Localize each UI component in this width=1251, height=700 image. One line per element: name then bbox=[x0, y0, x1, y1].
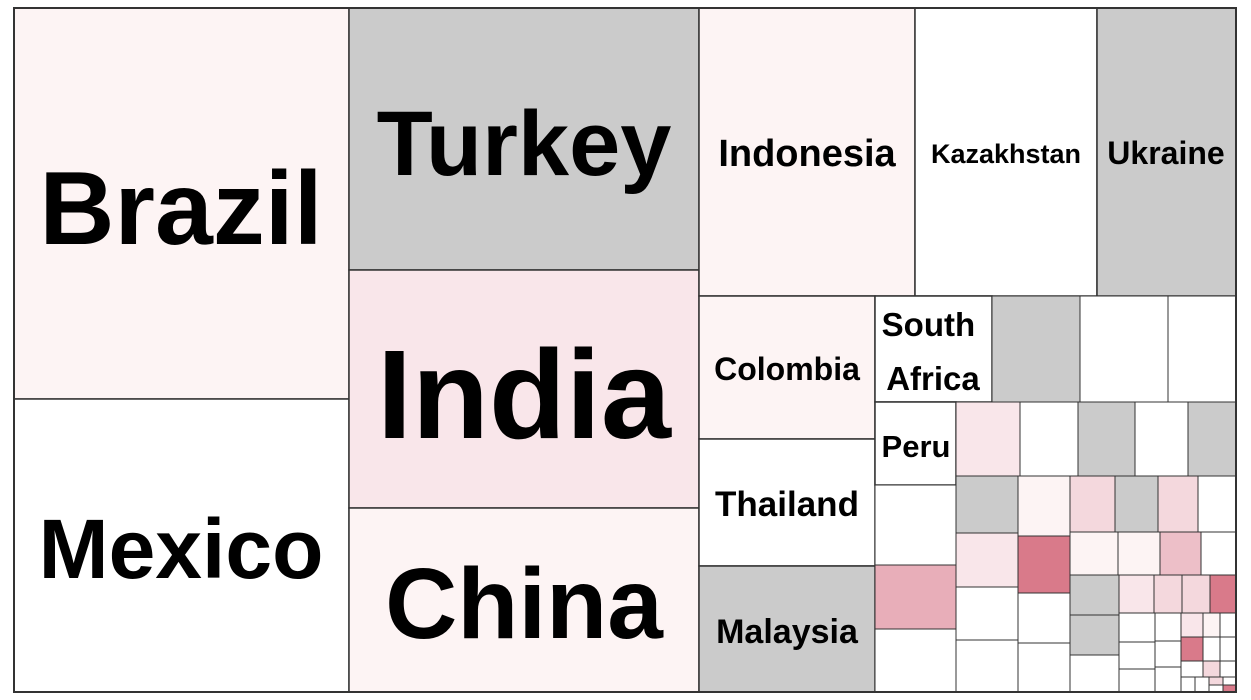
treemap-cell-mexico: Mexico bbox=[13, 398, 350, 693]
label-south-africa-line1: South bbox=[882, 306, 975, 343]
treemap-cell-kazakhstan: Kazakhstan bbox=[914, 7, 1098, 297]
treemap-small-cell bbox=[1167, 295, 1237, 403]
treemap-small-cell bbox=[1153, 574, 1183, 614]
treemap-small-cell bbox=[1017, 475, 1071, 537]
cell-china bbox=[348, 507, 700, 693]
treemap-small-cell bbox=[874, 484, 957, 566]
treemap-small-cell bbox=[1077, 401, 1136, 477]
label-china: China bbox=[385, 548, 664, 660]
treemap-small-cell bbox=[1180, 676, 1196, 693]
treemap-small-cell bbox=[1157, 475, 1199, 533]
label-kazakhstan: Kazakhstan bbox=[931, 139, 1081, 169]
label-brazil: Brazil bbox=[39, 151, 322, 267]
cell-mexico bbox=[13, 398, 350, 693]
treemap-cell-brazil: Brazil bbox=[13, 7, 350, 400]
treemap-small-cell bbox=[1017, 592, 1071, 644]
treemap-small-cell bbox=[1222, 676, 1237, 686]
treemap-small-cell bbox=[1194, 676, 1210, 693]
treemap-cell-ukraine: Ukraine bbox=[1096, 7, 1237, 297]
treemap-small-cell bbox=[991, 295, 1081, 403]
treemap-cell-peru: Peru bbox=[874, 401, 957, 486]
treemap-small-cell bbox=[955, 401, 1021, 477]
treemap-small-cell bbox=[1181, 574, 1211, 614]
label-south-africa-line2: Africa bbox=[886, 360, 980, 397]
treemap-cell-malaysia: Malaysia bbox=[698, 565, 876, 693]
treemap-small-cell bbox=[955, 586, 1019, 641]
treemap-small-cells bbox=[874, 295, 1237, 693]
label-colombia: Colombia bbox=[714, 351, 860, 387]
label-turkey: Turkey bbox=[377, 93, 672, 195]
cell-ukraine bbox=[1096, 7, 1237, 297]
treemap-small-cell bbox=[1069, 654, 1120, 693]
treemap-cell-colombia: Colombia bbox=[698, 295, 876, 440]
label-mexico: Mexico bbox=[39, 502, 324, 596]
cell-kazakhstan bbox=[914, 7, 1098, 297]
label-ukraine: Ukraine bbox=[1107, 135, 1224, 171]
cell-thailand bbox=[698, 438, 876, 567]
treemap-small-cell bbox=[1219, 612, 1237, 638]
label-indonesia: Indonesia bbox=[718, 133, 896, 175]
treemap-small-cell bbox=[1017, 642, 1071, 693]
treemap-small-cell bbox=[1180, 660, 1204, 678]
treemap-border bbox=[13, 7, 1237, 693]
treemap-small-cell bbox=[1118, 668, 1156, 693]
label-peru: Peru bbox=[882, 429, 951, 464]
treemap-small-cell bbox=[874, 628, 957, 693]
treemap-small-cell bbox=[1219, 660, 1237, 678]
treemap-small-cell bbox=[1208, 676, 1224, 686]
treemap-small-cell bbox=[1069, 574, 1120, 616]
treemap-small-cell bbox=[1200, 531, 1237, 576]
treemap-cell-china: China bbox=[348, 507, 700, 693]
treemap-small-cell bbox=[1017, 535, 1071, 594]
treemap-small-cell bbox=[1187, 401, 1237, 477]
cell-brazil bbox=[13, 7, 350, 400]
treemap-small-cell bbox=[1180, 636, 1204, 662]
treemap-small-cell bbox=[1069, 614, 1120, 656]
cell-india bbox=[348, 269, 700, 509]
treemap-small-cell bbox=[874, 564, 957, 630]
treemap-small-cell bbox=[955, 639, 1019, 693]
treemap-small-cell bbox=[1222, 684, 1237, 693]
treemap-small-cell bbox=[1209, 574, 1237, 614]
cell-indonesia bbox=[698, 7, 916, 297]
treemap-cell-india: India bbox=[348, 269, 700, 509]
treemap-small-cell bbox=[1118, 612, 1156, 643]
treemap-small-cell bbox=[1117, 531, 1161, 576]
treemap-small-cell bbox=[1069, 531, 1119, 576]
treemap-small-cell bbox=[1180, 612, 1204, 638]
label-malaysia: Malaysia bbox=[716, 613, 859, 651]
treemap-small-cell bbox=[1019, 401, 1079, 477]
treemap-small-cell bbox=[1154, 640, 1182, 668]
treemap-small-cell bbox=[1079, 295, 1169, 403]
treemap-small-cell bbox=[1118, 641, 1156, 670]
label-india: India bbox=[377, 324, 672, 465]
treemap-small-cell bbox=[1202, 636, 1221, 662]
treemap-small-cell bbox=[1069, 475, 1116, 533]
treemap-small-cell bbox=[1114, 475, 1159, 533]
treemap-cell-indonesia: Indonesia bbox=[698, 7, 916, 297]
treemap-small-cell bbox=[1208, 684, 1224, 693]
cell-peru bbox=[874, 401, 957, 486]
treemap-small-cell bbox=[1202, 612, 1221, 638]
treemap-small-cell bbox=[955, 532, 1019, 588]
label-south-africa: South Africa bbox=[882, 306, 985, 397]
treemap-cell-thailand: Thailand bbox=[698, 438, 876, 567]
treemap-small-cell bbox=[1118, 574, 1155, 614]
label-thailand: Thailand bbox=[715, 485, 859, 524]
treemap-small-cell bbox=[955, 475, 1019, 534]
treemap-cell-south-africa: South Africa bbox=[874, 295, 993, 403]
treemap-small-cell bbox=[1154, 612, 1182, 642]
treemap-small-cell bbox=[1134, 401, 1189, 477]
treemap-small-cell bbox=[1154, 666, 1182, 693]
treemap-small-cell bbox=[1159, 531, 1202, 576]
treemap-small-cell bbox=[1202, 660, 1221, 678]
treemap-small-cell bbox=[1219, 636, 1237, 662]
treemap-cell-turkey: Turkey bbox=[348, 7, 700, 271]
treemap-small-cell bbox=[1197, 475, 1237, 533]
cell-south-africa bbox=[874, 295, 993, 403]
